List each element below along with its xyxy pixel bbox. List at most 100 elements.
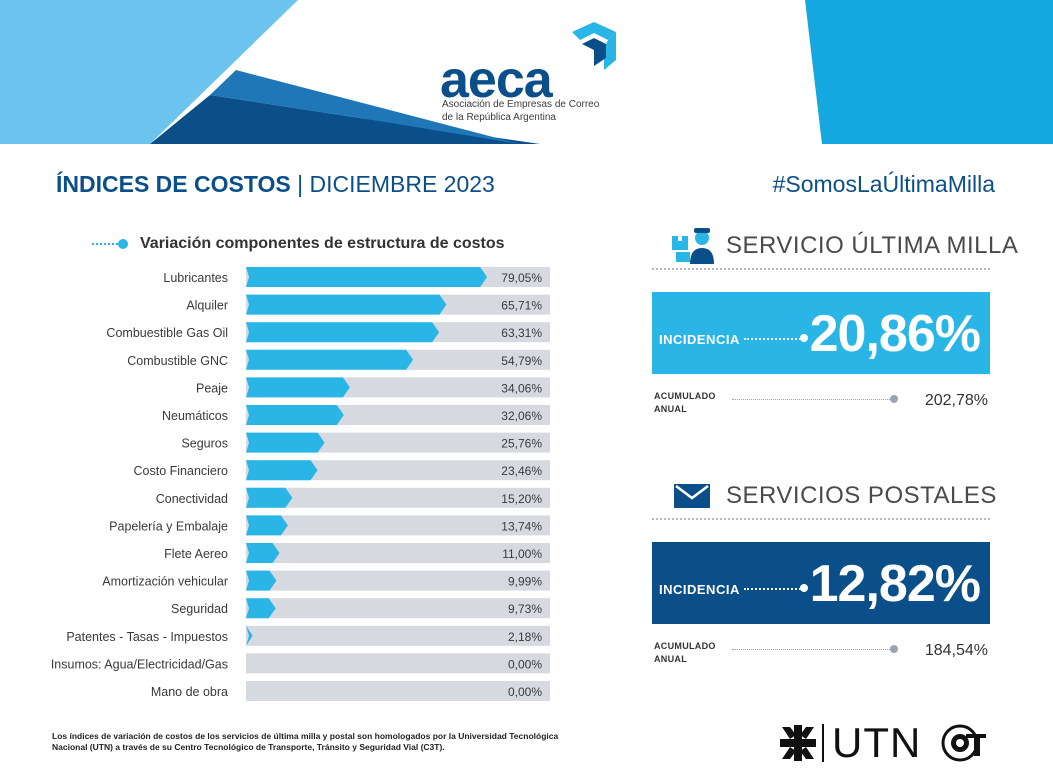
accumulated-value: 184,54% [924, 642, 988, 659]
accumulated-leader-dot [890, 645, 898, 653]
category-label: Mano de obra [151, 685, 228, 699]
cost-variation-chart: Lubricantes 79,05% Alquiler 65,71% Combuesti… [51, 267, 550, 701]
hashtag: #SomosLaÚltimaMilla [772, 171, 995, 197]
accumulated-label: ACUMULADO ANUAL [654, 640, 716, 666]
utn-wordmark: UTN [832, 719, 922, 766]
divider [652, 268, 990, 270]
accumulated-label: ACUMULADO ANUAL [654, 390, 716, 416]
bar-row: Seguridad 9,73% [171, 598, 550, 619]
value-label: 2,18% [508, 630, 542, 644]
incidence-leader-dot [800, 334, 808, 342]
bar-track [246, 487, 550, 508]
footnote: Los índices de variación de costos de lo… [52, 731, 559, 752]
accumulated-label-line1: ACUMULADO [654, 391, 716, 401]
category-label: Conectividad [156, 492, 228, 506]
value-label: 0,00% [508, 657, 542, 671]
value-label: 23,46% [501, 464, 542, 478]
divider [652, 518, 990, 520]
incidence-label: INCIDENCIA [659, 582, 740, 597]
accumulated-leader-line [732, 399, 892, 400]
utn-divider [822, 724, 824, 762]
accumulated-leader-dot [890, 395, 898, 403]
bar-track [246, 681, 550, 701]
bar [246, 432, 325, 453]
bar [246, 570, 277, 591]
bar-track [246, 625, 550, 646]
aeca-wordmark: aeca [440, 51, 553, 109]
incidence-value: 12,82% [809, 555, 981, 613]
page-title-separator: | [297, 171, 304, 197]
incidence-leader-line [744, 338, 804, 340]
value-label: 63,31% [501, 326, 542, 340]
value-label: 32,06% [501, 409, 542, 423]
category-label: Amortización vehicular [102, 575, 228, 589]
accumulated-value: 202,78% [924, 392, 988, 409]
value-label: 34,06% [501, 381, 542, 395]
bar-row: Alquiler 65,71% [186, 294, 550, 315]
aeca-subtitle: Asociación de Empresas de Correo de la R… [442, 98, 642, 124]
bar-row: Costo Financiero 23,46% [134, 460, 550, 481]
bar-row: Mano de obra 0,00% [151, 681, 550, 701]
bar-track [246, 570, 550, 591]
bar [246, 598, 276, 619]
category-label: Seguros [181, 437, 228, 451]
chart-heading: Variación componentes de estructura de c… [92, 233, 505, 255]
value-label: 9,99% [508, 575, 542, 589]
value-label: 11,00% [502, 547, 542, 561]
value-label: 9,73% [508, 602, 542, 616]
category-label: Flete Aereo [164, 547, 228, 561]
category-label: Papelería y Embalaje [109, 519, 228, 533]
incidence-value: 20,86% [809, 305, 981, 363]
accumulated-postales: ACUMULADO ANUAL 184,54% [652, 640, 990, 674]
bar-row: Combustible GNC 54,79% [127, 349, 550, 370]
incidence-label: INCIDENCIA [659, 332, 740, 347]
category-label: Costo Financiero [134, 464, 229, 478]
aeca-mark-icon [572, 22, 616, 70]
bar [246, 543, 280, 563]
category-label: Seguridad [171, 602, 228, 616]
header-banner [0, 0, 1053, 144]
bar-track [246, 543, 550, 563]
category-label: Neumáticos [162, 409, 228, 423]
value-label: 54,79% [501, 354, 542, 368]
aeca-logo: aeca Asociación de Empresas de Correo de… [440, 20, 630, 130]
bar-row: Conectividad 15,20% [156, 487, 550, 508]
bar-row: Patentes - Tasas - Impuestos 2,18% [66, 625, 550, 646]
aeca-subtitle-line2: de la República Argentina [442, 112, 556, 123]
bar-track [246, 515, 550, 536]
value-label: 0,00% [508, 685, 542, 699]
bar-row: Flete Aereo 11,00% [164, 543, 550, 563]
bar [246, 405, 344, 425]
accumulated-ultima-milla: ACUMULADO ANUAL 202,78% [652, 390, 990, 424]
page-title: ÍNDICES DE COSTOS | DICIEMBRE 2023 [56, 171, 495, 198]
service-postales-header: SERVICIOS POSTALES [652, 476, 996, 520]
bar [246, 349, 414, 370]
bar-track [246, 460, 550, 481]
category-label: Patentes - Tasas - Impuestos [66, 630, 228, 644]
accumulated-label-line2: ANUAL [654, 654, 687, 664]
value-label: 13,74% [501, 519, 542, 533]
category-label: Lubricantes [163, 271, 228, 285]
chart-title: Variación componentes de estructura de c… [140, 235, 505, 252]
bar [246, 487, 293, 508]
page-title-period: DICIEMBRE 2023 [309, 171, 495, 197]
category-label: Combuestible Gas Oil [106, 326, 228, 340]
bar [246, 460, 318, 481]
bar-row: Amortización vehicular 9,99% [102, 570, 550, 591]
bar [246, 515, 288, 536]
bar-row: Neumáticos 32,06% [162, 405, 550, 425]
category-label: Peaje [196, 381, 228, 395]
bar-row: Papelería y Embalaje 13,74% [109, 515, 550, 536]
value-label: 15,20% [501, 492, 542, 506]
incidence-leader-dot [800, 584, 808, 592]
page-title-main: ÍNDICES DE COSTOS [56, 171, 291, 197]
bar-row: Seguros 25,76% [181, 432, 550, 453]
service-ultima-milla-title: SERVICIO ÚLTIMA MILLA [726, 232, 1019, 259]
category-label: Combustible GNC [127, 354, 228, 368]
category-label: Alquiler [186, 299, 228, 313]
bar-row: Insumos: Agua/Electricidad/Gas 0,00% [51, 653, 550, 674]
aeca-subtitle-line1: Asociación de Empresas de Correo [442, 99, 600, 110]
bar [246, 377, 350, 398]
heading-dotted-line [92, 243, 118, 245]
incidence-box-ultima-milla: INCIDENCIA 20,86% [652, 292, 990, 374]
